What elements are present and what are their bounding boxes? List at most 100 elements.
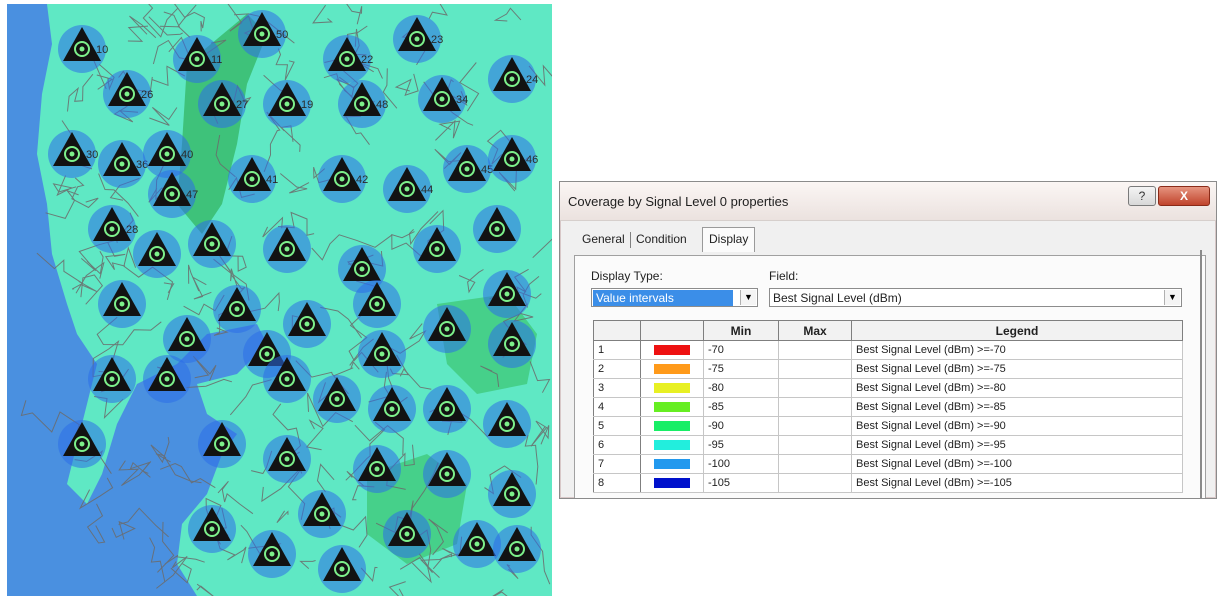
cell-site-icon[interactable] [198, 420, 246, 468]
cell-site-icon[interactable]: 34 [418, 75, 468, 123]
row-min[interactable]: -90 [703, 416, 779, 436]
row-legend[interactable]: Best Signal Level (dBm) >=-95 [851, 435, 1183, 455]
cell-site-icon[interactable] [358, 330, 406, 378]
row-max[interactable] [778, 340, 852, 360]
cell-site-icon[interactable]: 50 [238, 10, 288, 58]
row-legend[interactable]: Best Signal Level (dBm) >=-80 [851, 378, 1183, 398]
cell-site-icon[interactable]: 23 [393, 15, 443, 63]
cell-site-icon[interactable] [483, 270, 531, 318]
header-min[interactable]: Min [703, 320, 779, 341]
cell-site-icon[interactable] [298, 490, 346, 538]
cell-site-icon[interactable] [483, 400, 531, 448]
cell-site-icon[interactable] [263, 355, 311, 403]
row-legend[interactable]: Best Signal Level (dBm) >=-75 [851, 359, 1183, 379]
color-swatch[interactable] [654, 383, 690, 393]
cell-site-icon[interactable]: 27 [198, 80, 248, 128]
table-row[interactable]: 7 -100 Best Signal Level (dBm) >=-100 [593, 454, 1183, 474]
cell-site-icon[interactable]: 41 [228, 155, 278, 203]
row-color-cell[interactable] [640, 397, 704, 417]
cell-site-icon[interactable] [283, 300, 331, 348]
cell-site-icon[interactable] [353, 280, 401, 328]
tab-general[interactable]: General [582, 232, 625, 246]
chevron-down-icon[interactable]: ▼ [740, 290, 756, 305]
row-legend[interactable]: Best Signal Level (dBm) >=-90 [851, 416, 1183, 436]
cell-site-icon[interactable] [423, 385, 471, 433]
row-min[interactable]: -85 [703, 397, 779, 417]
cell-site-icon[interactable]: 26 [103, 70, 153, 118]
field-select[interactable]: Best Signal Level (dBm) ▼ [769, 288, 1182, 307]
coverage-map[interactable]: 10 11 50 22 23 24 26 27 19 48 34 30 36 40 41 42 44 45 46 47… [7, 4, 552, 596]
row-legend[interactable]: Best Signal Level (dBm) >=-85 [851, 397, 1183, 417]
table-row[interactable]: 2 -75 Best Signal Level (dBm) >=-75 [593, 359, 1183, 379]
cell-site-icon[interactable] [453, 520, 501, 568]
color-swatch[interactable] [654, 364, 690, 374]
cell-site-icon[interactable] [188, 220, 236, 268]
cell-site-icon[interactable]: 19 [263, 80, 313, 128]
cell-site-icon[interactable]: 40 [143, 130, 193, 178]
row-legend[interactable]: Best Signal Level (dBm) >=-70 [851, 340, 1183, 360]
row-min[interactable]: -95 [703, 435, 779, 455]
cell-site-icon[interactable]: 22 [323, 35, 373, 83]
row-min[interactable]: -105 [703, 473, 779, 493]
cell-site-icon[interactable] [423, 450, 471, 498]
row-max[interactable] [778, 397, 852, 417]
table-row[interactable]: 6 -95 Best Signal Level (dBm) >=-95 [593, 435, 1183, 455]
color-swatch[interactable] [654, 440, 690, 450]
cell-site-icon[interactable] [368, 385, 416, 433]
cell-site-icon[interactable] [143, 355, 191, 403]
cell-site-icon[interactable] [98, 280, 146, 328]
table-row[interactable]: 3 -80 Best Signal Level (dBm) >=-80 [593, 378, 1183, 398]
tab-condition[interactable]: Condition [636, 232, 687, 246]
cell-site-icon[interactable] [488, 320, 536, 368]
cell-site-icon[interactable]: 45 [443, 145, 493, 193]
row-max[interactable] [778, 416, 852, 436]
cell-site-icon[interactable] [58, 420, 106, 468]
row-color-cell[interactable] [640, 416, 704, 436]
display-type-select[interactable]: Value intervals ▼ [591, 288, 758, 307]
row-color-cell[interactable] [640, 473, 704, 493]
row-legend[interactable]: Best Signal Level (dBm) >=-105 [851, 473, 1183, 493]
color-swatch[interactable] [654, 478, 690, 488]
cell-site-icon[interactable] [188, 505, 236, 553]
cell-site-icon[interactable]: 10 [58, 25, 108, 73]
table-row[interactable]: 4 -85 Best Signal Level (dBm) >=-85 [593, 397, 1183, 417]
table-row[interactable]: 1 -70 Best Signal Level (dBm) >=-70 [593, 340, 1183, 360]
cell-site-icon[interactable] [383, 510, 431, 558]
dialog-titlebar[interactable]: Coverage by Signal Level 0 properties ? … [560, 182, 1216, 221]
cell-site-icon[interactable] [263, 435, 311, 483]
table-row[interactable]: 5 -90 Best Signal Level (dBm) >=-90 [593, 416, 1183, 436]
cell-site-icon[interactable] [163, 315, 211, 363]
row-color-cell[interactable] [640, 340, 704, 360]
color-swatch[interactable] [654, 421, 690, 431]
header-max[interactable]: Max [778, 320, 852, 341]
row-min[interactable]: -100 [703, 454, 779, 474]
cell-site-icon[interactable] [423, 305, 471, 353]
cell-site-icon[interactable]: 30 [48, 130, 98, 178]
color-swatch[interactable] [654, 459, 690, 469]
cell-site-icon[interactable]: 42 [318, 155, 368, 203]
close-button[interactable]: X [1158, 186, 1210, 206]
cell-site-icon[interactable] [133, 230, 181, 278]
row-max[interactable] [778, 435, 852, 455]
cell-site-icon[interactable]: 46 [488, 135, 538, 183]
header-legend[interactable]: Legend [851, 320, 1183, 341]
cell-site-icon[interactable] [473, 205, 521, 253]
cell-site-icon[interactable] [313, 375, 361, 423]
row-color-cell[interactable] [640, 435, 704, 455]
cell-site-icon[interactable]: 48 [338, 80, 388, 128]
row-max[interactable] [778, 378, 852, 398]
row-color-cell[interactable] [640, 378, 704, 398]
cell-site-icon[interactable]: 11 [173, 35, 222, 83]
row-min[interactable]: -70 [703, 340, 779, 360]
row-legend[interactable]: Best Signal Level (dBm) >=-100 [851, 454, 1183, 474]
cell-site-icon[interactable]: 28 [88, 205, 138, 253]
cell-site-icon[interactable]: 47 [148, 170, 198, 218]
cell-site-icon[interactable] [493, 525, 541, 573]
cell-site-icon[interactable] [248, 530, 296, 578]
cell-site-icon[interactable] [213, 285, 261, 333]
cell-site-icon[interactable] [88, 355, 136, 403]
row-color-cell[interactable] [640, 359, 704, 379]
panel-scrollbar[interactable] [1200, 250, 1202, 498]
chevron-down-icon[interactable]: ▼ [1164, 290, 1180, 305]
